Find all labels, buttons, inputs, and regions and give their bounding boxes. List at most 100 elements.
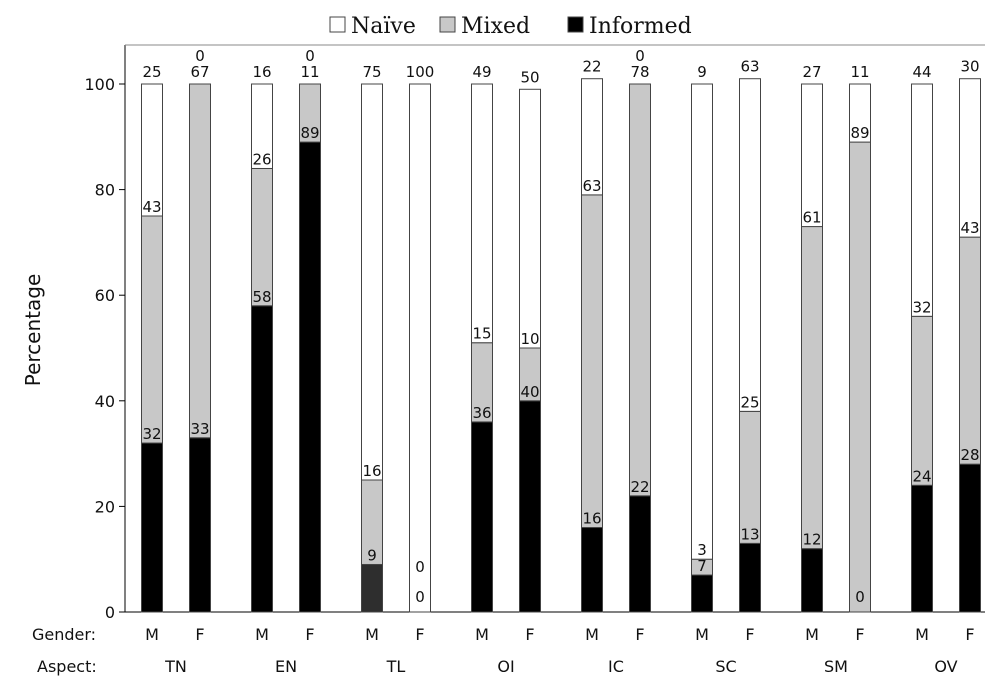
mixed-value-label: 63: [582, 177, 601, 195]
aspect-label: TL: [386, 657, 406, 676]
informed-value-label: 13: [740, 525, 759, 543]
informed-value-label: 89: [300, 124, 319, 142]
gender-label: F: [965, 625, 974, 644]
informed-value-label: 28: [960, 446, 979, 464]
bar-segment-informed: [629, 495, 651, 613]
aspect-label: IC: [608, 657, 624, 676]
mixed-value-label: 78: [630, 63, 649, 81]
bar-segment-informed: [299, 141, 321, 613]
gender-label: M: [255, 625, 269, 644]
plot-area: 020406080100324325M33670F582616M89110F91…: [84, 44, 985, 676]
naive-value-label: 16: [252, 63, 271, 81]
naive-value-label: 30: [960, 58, 979, 76]
bar-segment-naive: [519, 88, 541, 349]
bar-segment-naive: [141, 83, 163, 217]
gender-label: F: [305, 625, 314, 644]
mixed-value-label: 11: [300, 63, 319, 81]
gender-label: F: [745, 625, 754, 644]
gender-label: F: [635, 625, 644, 644]
aspect-label: TN: [164, 657, 187, 676]
bar-segment-mixed: [299, 83, 321, 143]
informed-value-label: 22: [630, 478, 649, 496]
informed-value-label: 36: [472, 404, 491, 422]
bar-segment-naive: [911, 83, 933, 317]
mixed-value-label: 89: [850, 124, 869, 142]
bar-segment-informed: [251, 305, 273, 613]
informed-value-label: 0: [855, 588, 865, 606]
bar-segment-informed: [739, 542, 761, 613]
aspect-row-label: Aspect:: [37, 657, 97, 676]
mixed-value-label: 16: [362, 462, 381, 480]
gender-label: M: [585, 625, 599, 644]
mixed-value-label: 10: [520, 330, 539, 348]
bar-segment-mixed: [581, 194, 603, 529]
bar-segment-naive: [251, 83, 273, 169]
bar-segment-naive: [739, 78, 761, 412]
bar-segment-naive: [849, 83, 871, 143]
gender-row-label: Gender:: [32, 625, 96, 644]
bar-segment-naive: [361, 83, 383, 481]
naive-value-label: 75: [362, 63, 381, 81]
naive-value-label: 50: [520, 68, 539, 86]
naive-value-label: 49: [472, 63, 491, 81]
gender-label: M: [475, 625, 489, 644]
bar-segment-informed: [141, 442, 163, 613]
legend-swatch: [439, 16, 456, 33]
legend-label: Naïve: [351, 14, 416, 39]
aspect-label: SM: [824, 657, 848, 676]
gender-label: M: [365, 625, 379, 644]
y-tick-label: 60: [95, 286, 115, 305]
mixed-value-label: 25: [740, 393, 759, 411]
legend-label: Informed: [589, 14, 692, 39]
naive-value-label: 22: [582, 58, 601, 76]
naive-value-label: 11: [850, 63, 869, 81]
bar-segment-mixed: [629, 83, 651, 497]
informed-value-label: 33: [190, 420, 209, 438]
bar-segment-naive: [959, 78, 981, 238]
bar-segment-mixed: [911, 315, 933, 486]
bar-segment-mixed: [189, 83, 211, 439]
mixed-value-label: 15: [472, 325, 491, 343]
legend-swatch: [329, 16, 346, 33]
bar-segment-mixed: [141, 215, 163, 444]
bar-segment-informed: [959, 463, 981, 613]
mixed-value-label: 43: [960, 219, 979, 237]
informed-value-label: 16: [582, 510, 601, 528]
y-axis-label: Percentage: [21, 274, 45, 387]
informed-value-label: 32: [142, 425, 161, 443]
bar-segment-mixed: [739, 410, 761, 544]
naive-value-label: 63: [740, 58, 759, 76]
legend-swatch: [567, 16, 584, 33]
bar-segment-mixed: [251, 167, 273, 307]
naive-value-label: 25: [142, 63, 161, 81]
naive-value-label: 0: [305, 47, 315, 65]
bar-segment-informed: [691, 574, 713, 613]
informed-value-label: 24: [912, 467, 931, 485]
aspect-label: EN: [275, 657, 297, 676]
gender-label: M: [915, 625, 929, 644]
y-tick-label: 40: [95, 392, 115, 411]
bar-segment-mixed: [801, 226, 823, 550]
mixed-value-label: 61: [802, 209, 821, 227]
y-tick-label: 0: [105, 603, 115, 622]
bar-segment-informed: [471, 421, 493, 613]
y-tick-label: 80: [95, 181, 115, 200]
mixed-value-label: 43: [142, 198, 161, 216]
mixed-value-label: 3: [697, 541, 707, 559]
chart-legend: Naïve Mixed Informed: [329, 14, 692, 39]
naive-value-label: 27: [802, 63, 821, 81]
gender-label: F: [415, 625, 424, 644]
informed-value-label: 0: [415, 588, 425, 606]
mixed-value-label: 32: [912, 298, 931, 316]
informed-value-label: 58: [252, 288, 271, 306]
bar-segment-naive: [801, 83, 823, 228]
naive-value-label: 100: [406, 63, 435, 81]
y-tick-label: 100: [84, 75, 115, 94]
legend-label: Mixed: [461, 14, 530, 39]
informed-value-label: 9: [367, 546, 377, 564]
bar-segment-informed: [189, 437, 211, 613]
gender-label: M: [695, 625, 709, 644]
informed-value-label: 12: [802, 531, 821, 549]
bar-segment-naive: [471, 83, 493, 344]
